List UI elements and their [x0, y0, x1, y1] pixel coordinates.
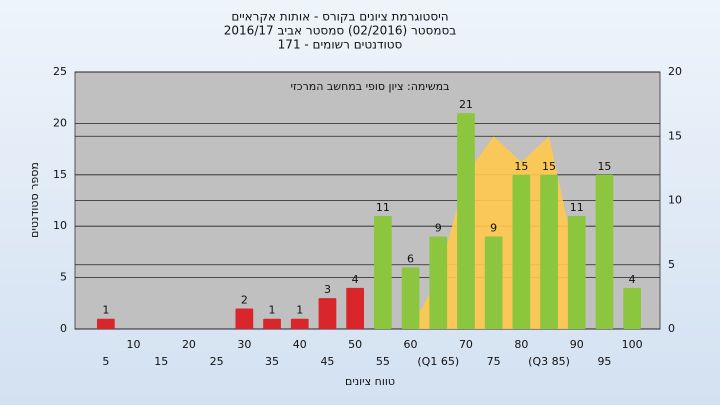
x-tick-label: 10: [127, 338, 141, 351]
value-label: 2: [241, 293, 248, 306]
x-tick-label: 90: [570, 338, 584, 351]
bar: [346, 287, 365, 329]
y2-tick-label: 10: [668, 194, 682, 207]
x-tick-label: 70: [459, 338, 473, 351]
x-axis-label: טווח ציונים: [345, 375, 395, 388]
y-tick-label: 25: [53, 65, 67, 78]
chart-subtitle: סטודנטים רשומים - 171: [278, 38, 403, 52]
x-tick-label: 50: [348, 338, 362, 351]
bar: [429, 236, 448, 329]
x-tick-label: 95: [597, 355, 611, 368]
bar: [401, 267, 420, 329]
x-tick-label: 20: [182, 338, 196, 351]
x-tick-label: 5: [102, 355, 109, 368]
value-label: 11: [376, 201, 390, 214]
y2-tick-label: 5: [668, 258, 675, 271]
bar: [595, 174, 614, 329]
value-label: 1: [269, 304, 276, 317]
value-label: 4: [629, 273, 636, 286]
x-tick-label: 15: [154, 355, 168, 368]
value-label: 1: [102, 304, 109, 317]
area: [410, 136, 577, 329]
bar: [290, 318, 309, 329]
chart-title: היסטוגרמת ציונים בקורס - אותות אקראיים: [231, 10, 448, 24]
value-label: 6: [407, 252, 414, 265]
x-tick-label: 75: [487, 355, 501, 368]
annotation: במשימה: ציון סופי במחשב המרכזי: [290, 80, 449, 93]
x-tick-label: 40: [293, 338, 307, 351]
value-label: 15: [542, 160, 556, 173]
x-tick-label: 100: [622, 338, 643, 351]
y-tick-label: 15: [53, 168, 67, 181]
x-tick-label: 60: [404, 338, 418, 351]
bar: [318, 298, 337, 329]
bar: [567, 215, 586, 329]
y2-tick-label: 15: [668, 129, 682, 142]
value-label: 3: [324, 283, 331, 296]
value-label: 9: [490, 221, 497, 234]
bar: [457, 113, 475, 330]
value-label: 4: [352, 273, 359, 286]
value-label: 21: [459, 98, 473, 111]
y-axis-label: מספר סטודנטים: [28, 162, 41, 238]
x-tick-label: 30: [237, 338, 251, 351]
bar: [540, 174, 558, 329]
x-tick-label: 45: [320, 355, 334, 368]
x-tick-label: 35: [265, 355, 279, 368]
bar: [484, 236, 503, 329]
y-tick-label: 0: [60, 322, 67, 335]
value-label: 11: [570, 201, 584, 214]
value-label: 15: [514, 160, 528, 173]
bar: [263, 318, 281, 329]
bar: [373, 215, 392, 329]
x-tick-label: 55: [376, 355, 390, 368]
bar: [512, 174, 531, 329]
bar: [623, 287, 642, 329]
y2-tick-label: 0: [668, 322, 675, 335]
x-tick-label: (Q1 65): [417, 355, 459, 368]
y-tick-label: 5: [60, 271, 67, 284]
y2-tick-label: 20: [668, 65, 682, 78]
chart-subtitle: בסמסטר (02/2016) סמסטר אביב 2016/17: [224, 24, 456, 38]
bar: [235, 308, 254, 329]
value-label: 1: [296, 304, 303, 317]
x-tick-label: 25: [210, 355, 224, 368]
y-tick-label: 20: [53, 116, 67, 129]
value-label: 15: [597, 160, 611, 173]
y-tick-label: 10: [53, 219, 67, 232]
x-tick-label: 80: [514, 338, 528, 351]
x-tick-label: (Q3 85): [528, 355, 570, 368]
bar: [96, 318, 115, 329]
value-label: 9: [435, 221, 442, 234]
